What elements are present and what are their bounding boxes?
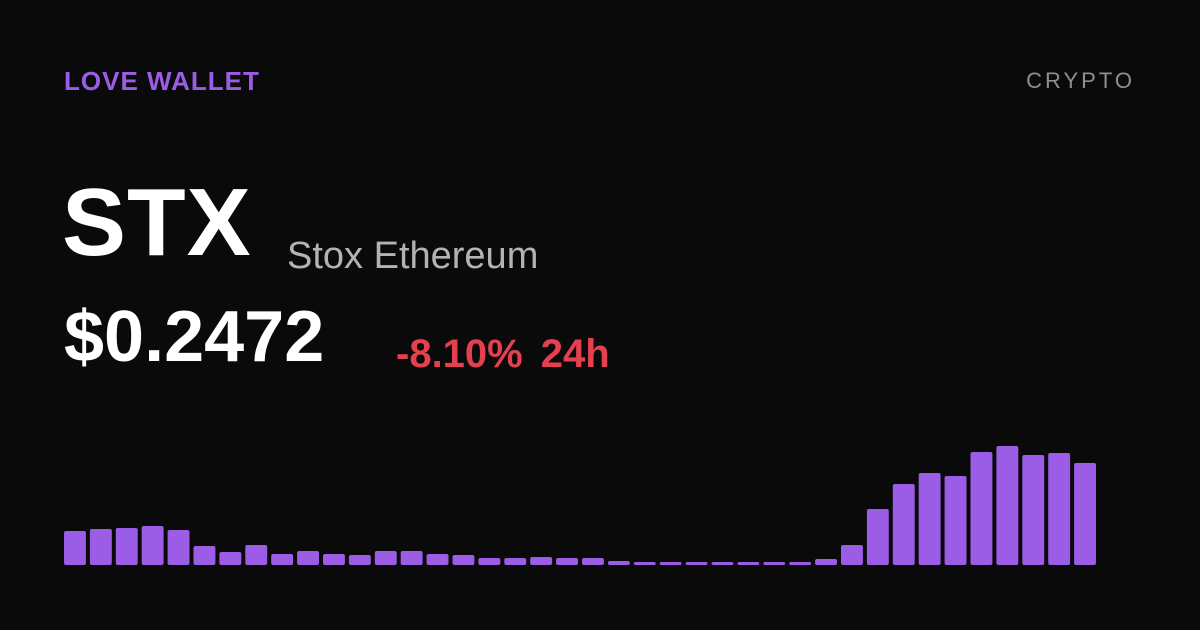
chart-bar [478, 558, 501, 565]
asset-ticker: STX [62, 169, 252, 276]
chart-bar [323, 554, 345, 565]
chart-bar [892, 484, 915, 565]
chart-bar [1074, 463, 1096, 565]
chart-bar [530, 557, 553, 565]
chart-bar [866, 509, 889, 565]
chart-bar [167, 530, 190, 565]
chart-bar [64, 531, 86, 565]
chart-bar [426, 554, 449, 565]
chart-bar [89, 529, 112, 565]
brand-title: LOVE WALLET [64, 66, 260, 96]
chart-bar [271, 554, 294, 565]
chart-bar [659, 562, 682, 565]
chart-bar [582, 558, 604, 565]
chart-bar [918, 473, 941, 565]
chart-bar [556, 558, 578, 565]
chart-bar [815, 559, 837, 565]
chart-bar [944, 476, 967, 565]
price-change: -8.10% 24h [396, 329, 610, 379]
category-label: CRYPTO [1026, 68, 1135, 93]
chart-bar [193, 546, 216, 565]
chart-bar [763, 562, 786, 565]
chart-bar [996, 446, 1019, 565]
chart-bar [219, 552, 242, 565]
chart-bar [374, 551, 397, 565]
chart-bar [711, 562, 734, 565]
chart-bar [452, 555, 475, 565]
chart-bar [789, 562, 812, 565]
chart-bar [970, 452, 993, 565]
chart-bar [348, 555, 371, 565]
chart-bar [141, 526, 164, 565]
chart-bar [1022, 455, 1045, 565]
chart-bar [297, 551, 319, 565]
chart-bar [633, 562, 656, 565]
chart-bar [685, 562, 708, 565]
asset-name: Stox Ethereum [287, 235, 539, 277]
asset-price: $0.2472 [64, 297, 325, 377]
chart-bar [737, 562, 760, 565]
chart-bar [115, 528, 138, 565]
chart-bar [841, 545, 863, 565]
price-change-percent: -8.10% [396, 332, 523, 376]
chart-bar [504, 558, 527, 565]
chart-bar [607, 561, 630, 565]
price-change-period: 24h [540, 332, 610, 376]
chart-bar [1048, 453, 1071, 565]
chart-bar [245, 545, 268, 565]
chart-bar [400, 551, 423, 565]
